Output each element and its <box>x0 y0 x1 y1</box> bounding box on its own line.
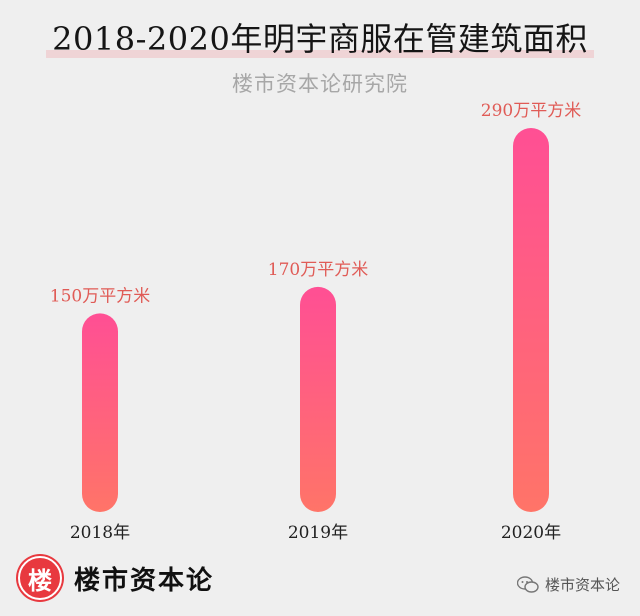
category-label-2: 2020年 <box>501 523 561 543</box>
chart-subtitle: 楼市资本论研究院 <box>232 72 408 96</box>
value-label-2: 290万平方米 <box>481 101 581 121</box>
value-label-1: 170万平方米 <box>268 260 368 280</box>
category-label-0: 2018年 <box>70 523 130 543</box>
value-label-0: 150万平方米 <box>50 286 150 306</box>
bars-group: 150万平方米 2018年 170万平方米 2019年 290万平方米 2020年 <box>50 101 581 543</box>
brand-logo: 楼 楼市资本论 <box>18 556 214 600</box>
chart-title: 2018-2020年明宇商服在管建筑面积 <box>46 14 594 60</box>
watermark: 楼市资本论 <box>516 574 620 595</box>
category-label-1: 2019年 <box>288 523 348 543</box>
title-wrap: 2018-2020年明宇商服在管建筑面积 <box>0 14 640 60</box>
watermark-text: 楼市资本论 <box>544 576 620 594</box>
bar-1 <box>300 286 336 512</box>
logo-badge: 楼 <box>18 556 62 600</box>
wechat-icon <box>516 575 539 593</box>
bar-2 <box>513 128 549 512</box>
logo-text: 楼市资本论 <box>74 565 215 596</box>
bar-0 <box>82 313 118 512</box>
